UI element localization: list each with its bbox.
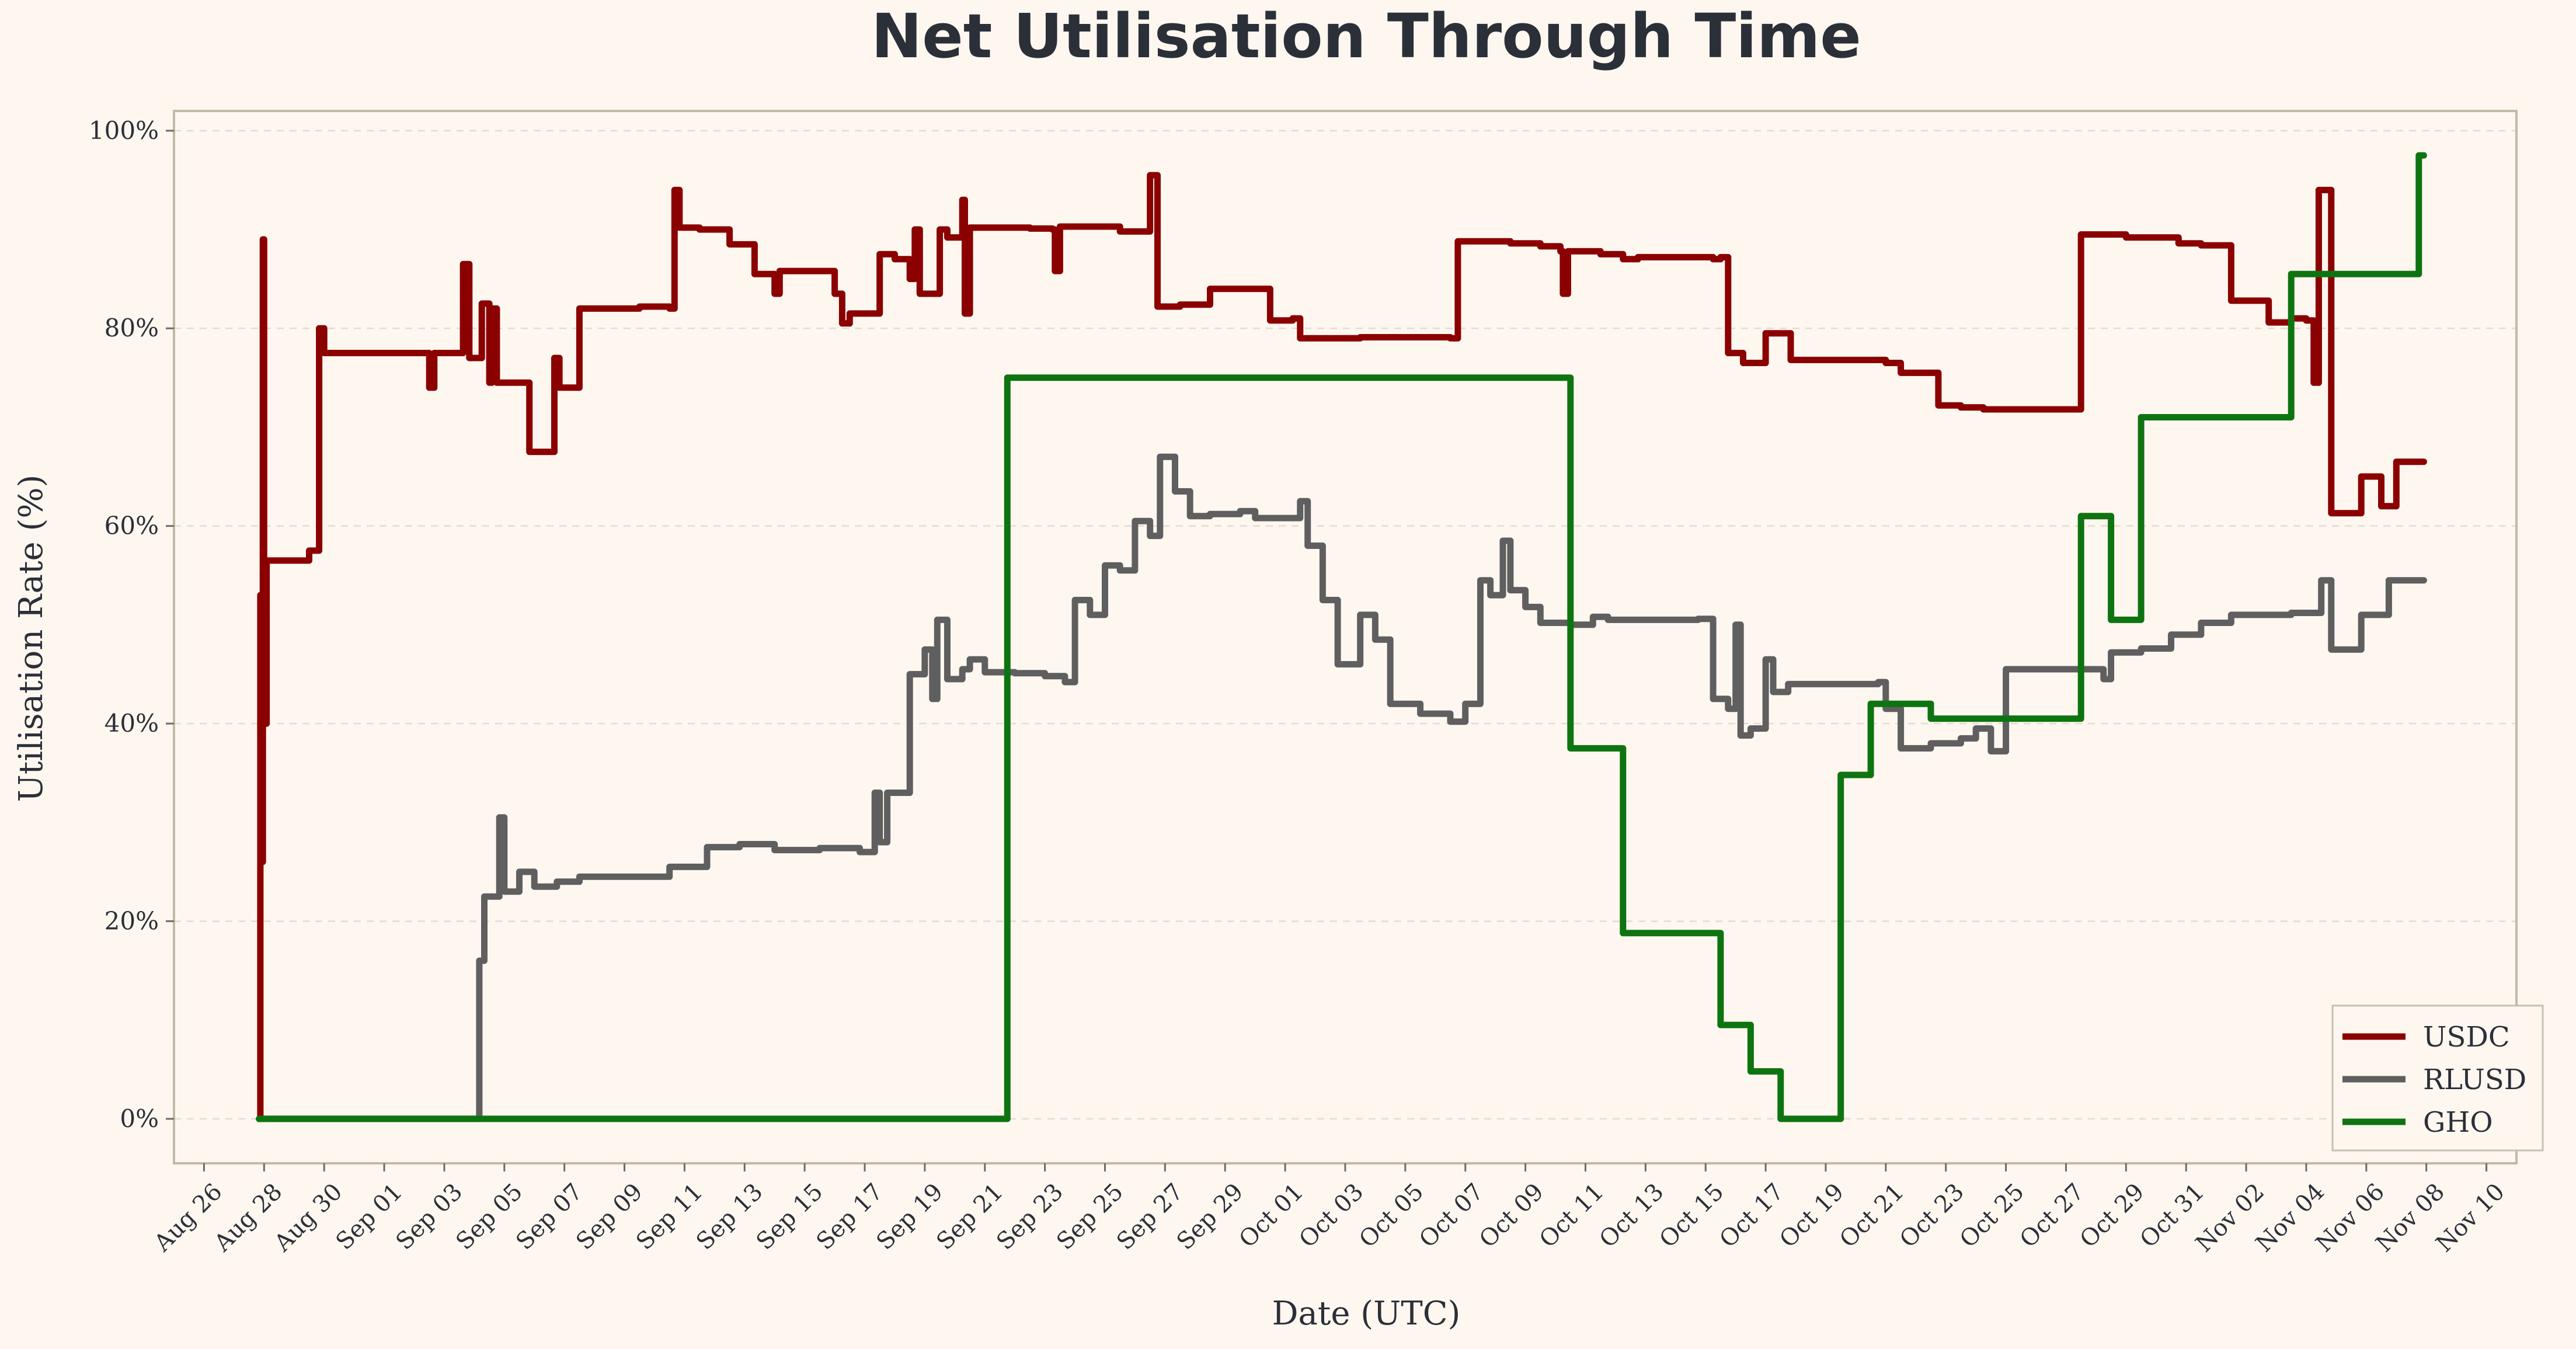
legend-label-gho: GHO	[2423, 1106, 2493, 1139]
y-axis-ticks: 0% 20% 40% 60% 80% 100%	[89, 116, 174, 1133]
series-line-rlusd	[256, 453, 2427, 1122]
series-line-usdc	[256, 172, 2427, 1122]
y-tick-label: 40%	[105, 709, 159, 738]
y-axis-label: Utilisation Rate (%)	[12, 475, 50, 802]
legend-label-usdc: USDC	[2423, 1021, 2510, 1054]
y-tick-label: 20%	[105, 906, 159, 935]
series-line-gho	[256, 152, 2427, 1122]
x-axis-label: Date (UTC)	[1272, 1295, 1461, 1333]
chart-title: Net Utilisation Through Time	[871, 1, 1861, 72]
legend: USDC RLUSD GHO	[2331, 1004, 2544, 1152]
legend-label-rlusd: RLUSD	[2423, 1063, 2526, 1096]
series-lines	[256, 152, 2427, 1122]
y-tick-label: 100%	[89, 116, 159, 145]
gridlines	[174, 130, 2516, 1120]
legend-items: USDC RLUSD GHO	[2342, 1021, 2526, 1139]
y-tick-label: 0%	[120, 1104, 159, 1133]
y-tick-label: 80%	[105, 314, 159, 342]
y-tick-label: 60%	[105, 512, 159, 540]
